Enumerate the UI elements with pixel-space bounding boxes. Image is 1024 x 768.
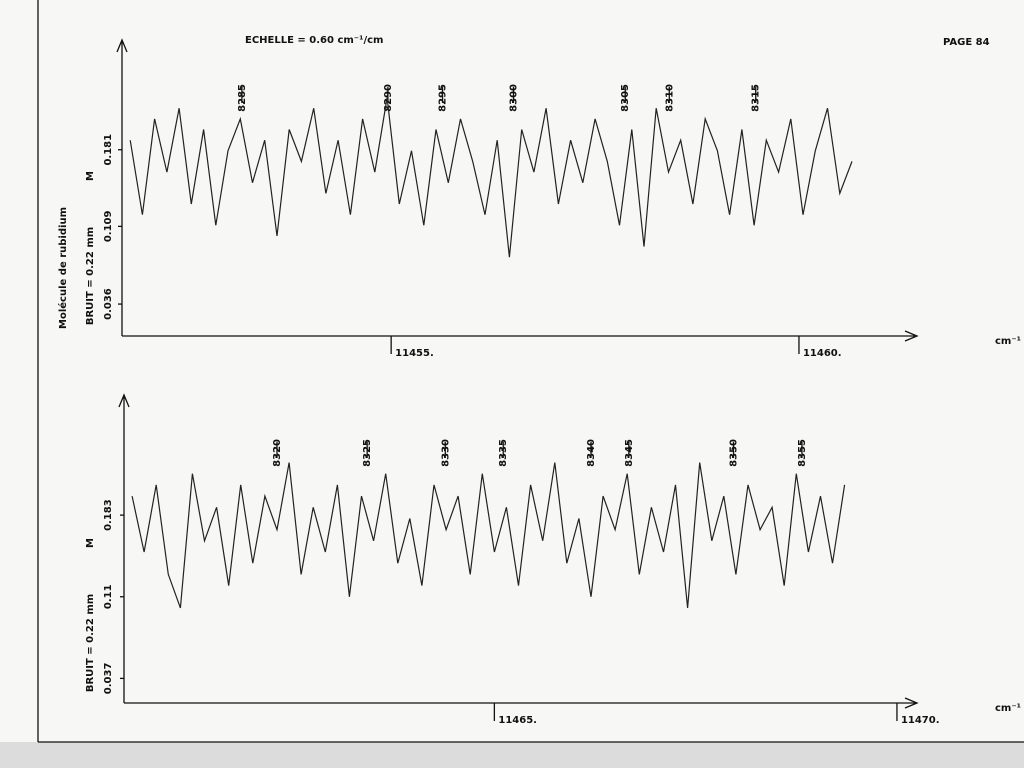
molecule-label: Molécule de rubidium (57, 207, 69, 329)
x-axis (124, 697, 919, 709)
page-label: PAGE 84 (943, 37, 990, 48)
line-label: 8330 (440, 439, 451, 467)
paper (0, 0, 1024, 742)
scale-label: ECHELLE = 0.60 cm⁻¹/cm (245, 35, 383, 46)
x-axis (122, 330, 919, 342)
y-axis-label: BRUIT = 0.22 mm (85, 594, 96, 692)
line-label: 8295 (438, 84, 449, 112)
line-label: 8315 (751, 84, 762, 112)
y-axis (116, 38, 128, 336)
y-tick-label: 0.181 (103, 134, 114, 166)
line-label: 8300 (509, 84, 520, 112)
y-axis (118, 393, 130, 703)
x-tick-label: 11460. (803, 348, 842, 359)
line-label: 8335 (498, 439, 509, 467)
y-tick-label: 0.11 (103, 584, 114, 609)
y-tick-label: 0.183 (103, 499, 114, 531)
x-tick-label: 11455. (395, 348, 434, 359)
line-label: 8285 (237, 84, 248, 112)
y-tick-label: 0.109 (103, 211, 114, 243)
x-unit: cm⁻¹ (995, 336, 1021, 347)
x-tick-label: 11470. (901, 715, 940, 726)
y-tick-label: 0.036 (103, 288, 114, 320)
line-label: 8310 (664, 84, 675, 112)
line-label: 8325 (362, 439, 373, 467)
line-label: 8305 (620, 84, 631, 112)
y-marker: M (85, 171, 96, 181)
line-label: 8320 (272, 439, 283, 467)
x-tick-label: 11465. (498, 715, 537, 726)
line-label: 8340 (586, 439, 597, 467)
spectrum-line (131, 462, 846, 609)
y-axis-label: BRUIT = 0.22 mm (85, 227, 96, 325)
y-tick-label: 0.037 (103, 663, 114, 695)
line-label: 8355 (797, 439, 808, 467)
line-label: 8350 (729, 439, 740, 467)
line-label: 8290 (383, 84, 394, 112)
x-unit: cm⁻¹ (995, 703, 1021, 714)
spectrum-line (129, 97, 853, 258)
y-marker: M (85, 538, 96, 548)
line-label: 8345 (624, 439, 635, 467)
